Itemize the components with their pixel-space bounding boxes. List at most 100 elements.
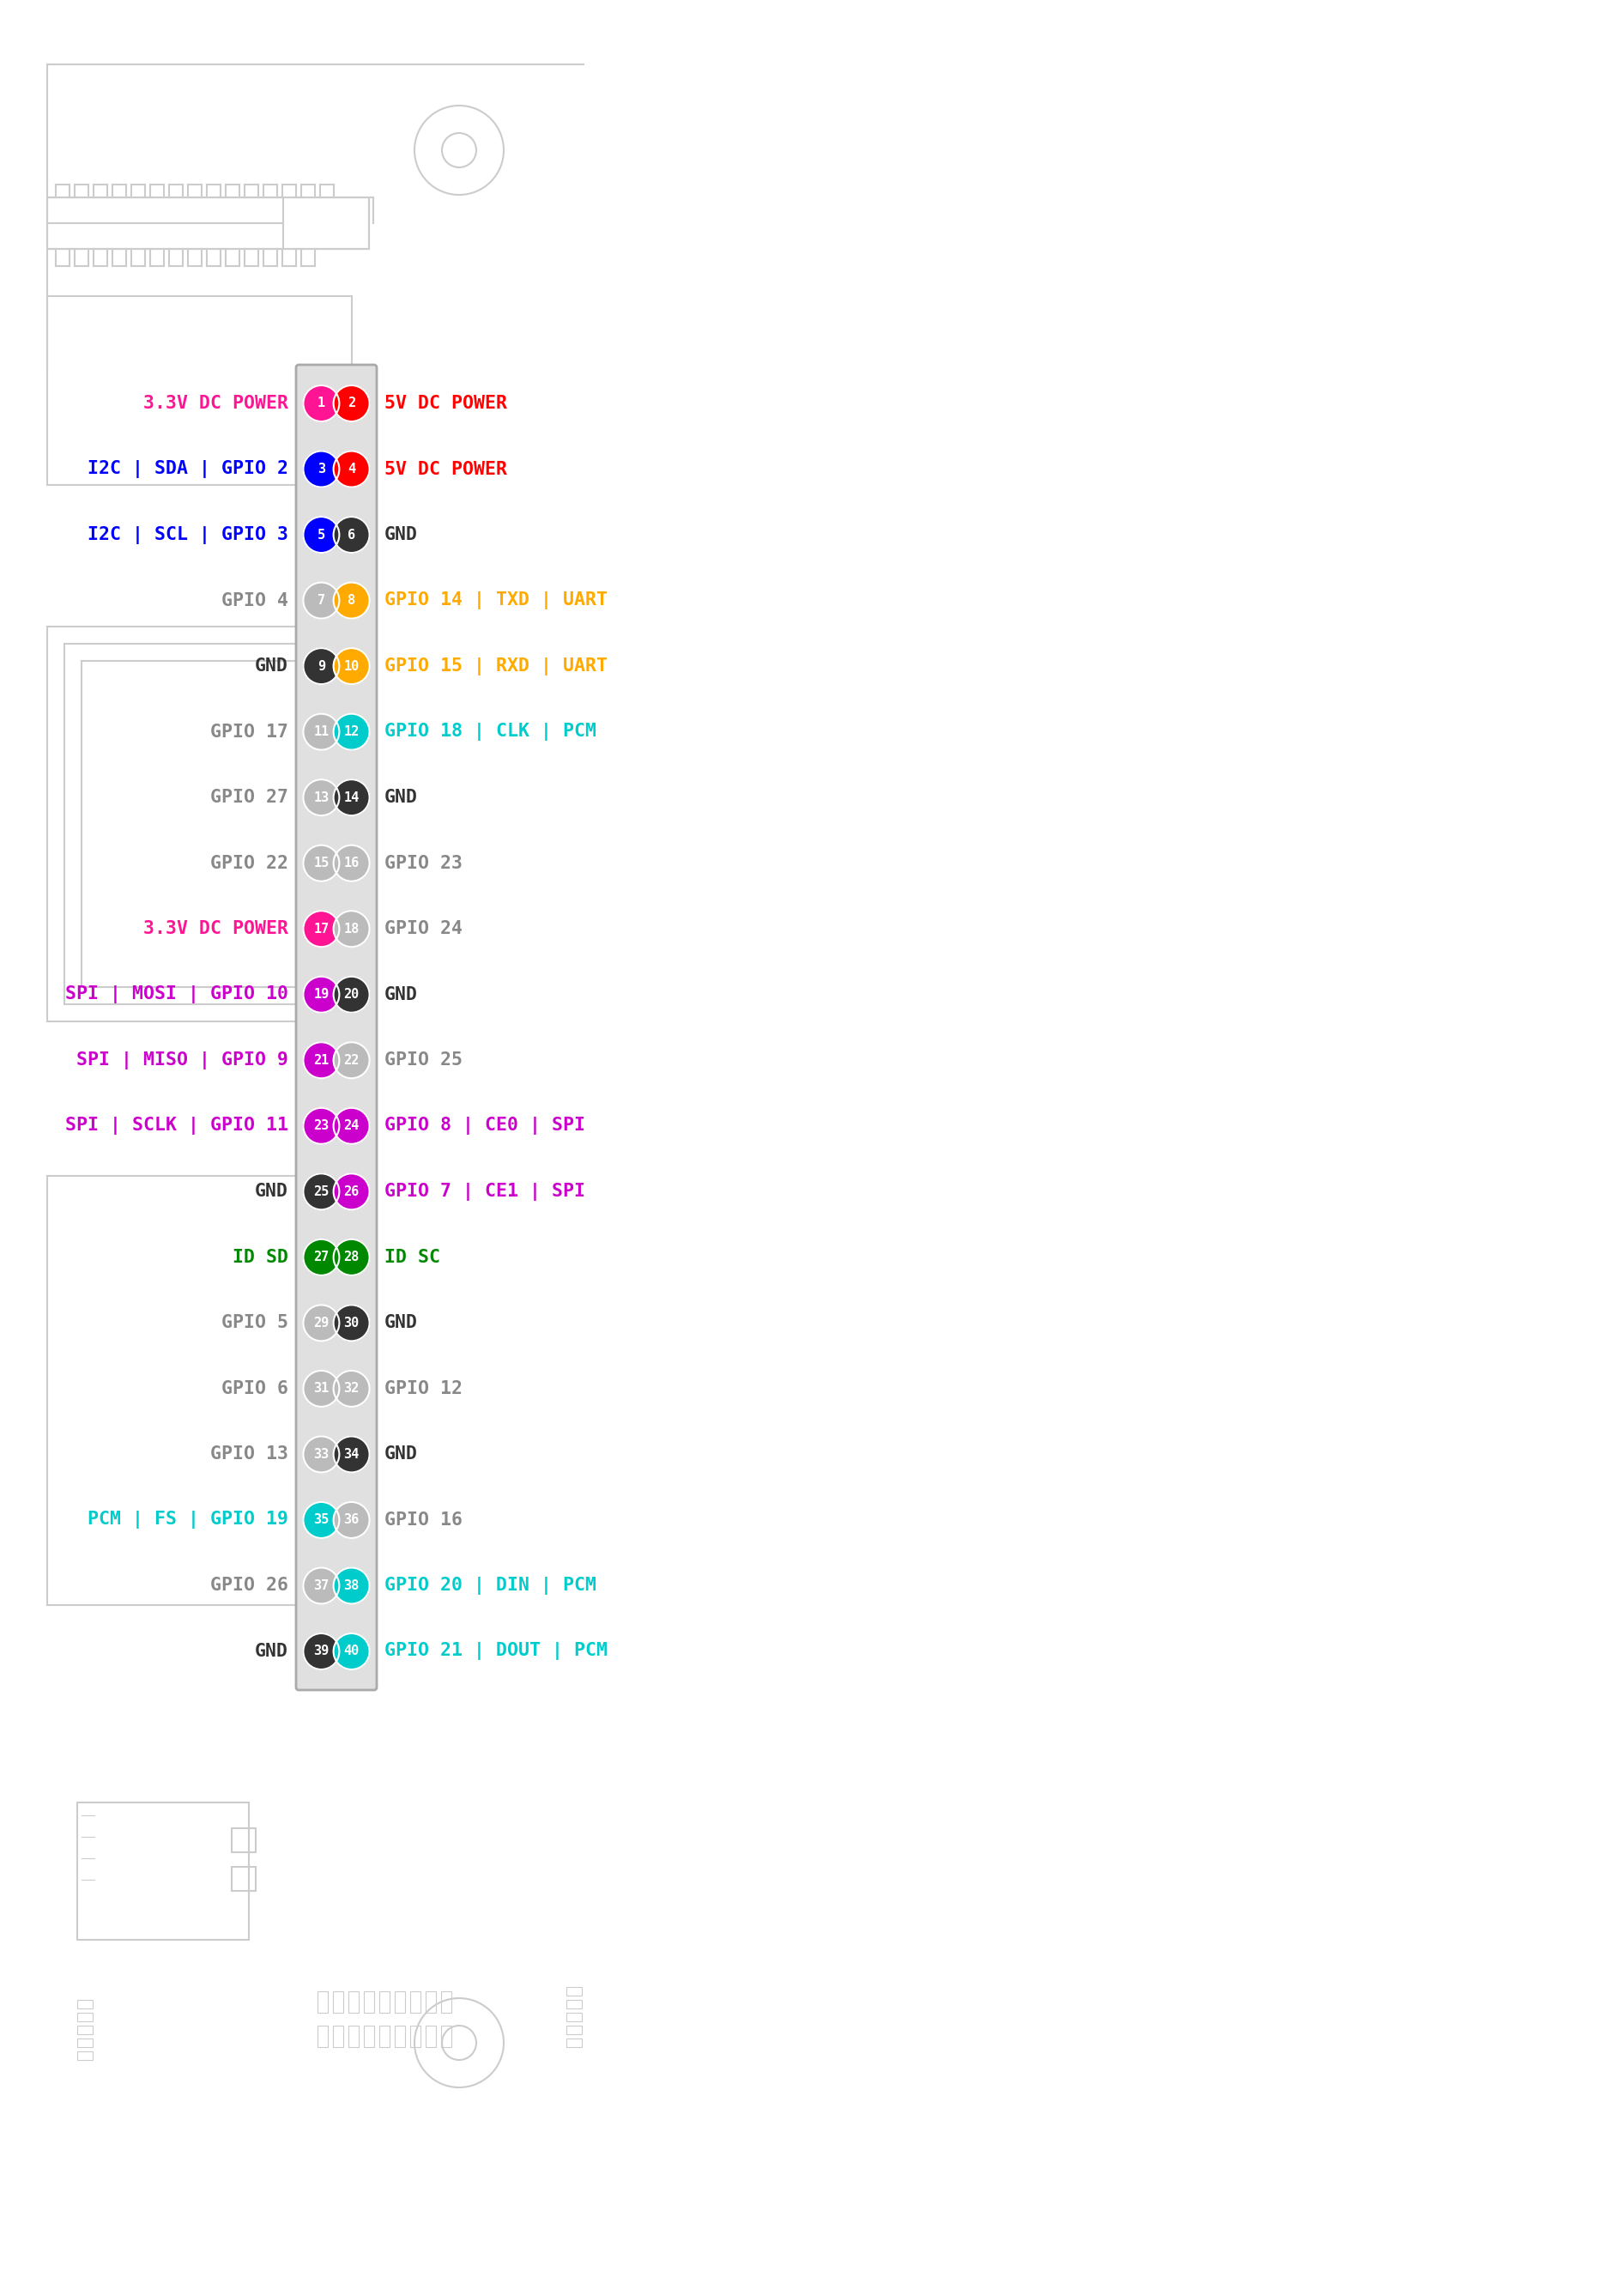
Circle shape <box>302 714 339 751</box>
Text: 39: 39 <box>314 1644 330 1658</box>
Circle shape <box>302 1042 339 1079</box>
Circle shape <box>333 912 370 946</box>
Text: 12: 12 <box>344 726 359 739</box>
Text: 7: 7 <box>317 595 325 606</box>
Text: SPI | MISO | GPIO 9: SPI | MISO | GPIO 9 <box>76 1052 288 1070</box>
Text: 2: 2 <box>348 397 356 411</box>
Text: 31: 31 <box>314 1382 330 1396</box>
Text: 4: 4 <box>348 464 356 475</box>
Circle shape <box>302 583 339 618</box>
Text: GND: GND <box>385 790 418 806</box>
Text: 40: 40 <box>344 1644 359 1658</box>
Text: GPIO 22: GPIO 22 <box>211 854 288 872</box>
Text: 22: 22 <box>344 1054 359 1068</box>
Text: 30: 30 <box>344 1316 359 1329</box>
Circle shape <box>333 1568 370 1603</box>
Circle shape <box>333 1304 370 1341</box>
Circle shape <box>333 517 370 553</box>
Circle shape <box>333 1437 370 1472</box>
Circle shape <box>333 976 370 1013</box>
Circle shape <box>333 1109 370 1143</box>
Circle shape <box>333 1042 370 1079</box>
Circle shape <box>302 1109 339 1143</box>
Text: 21: 21 <box>314 1054 330 1068</box>
Circle shape <box>302 912 339 946</box>
Circle shape <box>302 845 339 882</box>
Text: 3.3V DC POWER: 3.3V DC POWER <box>143 395 288 411</box>
Circle shape <box>302 976 339 1013</box>
Text: 16: 16 <box>344 856 359 870</box>
Circle shape <box>333 1173 370 1210</box>
Text: SPI | SCLK | GPIO 11: SPI | SCLK | GPIO 11 <box>66 1116 288 1134</box>
Text: 17: 17 <box>314 923 330 934</box>
Text: 18: 18 <box>344 923 359 934</box>
Text: 24: 24 <box>344 1120 359 1132</box>
Circle shape <box>302 778 339 815</box>
Circle shape <box>333 1371 370 1407</box>
Text: GPIO 14 | TXD | UART: GPIO 14 | TXD | UART <box>385 592 608 608</box>
Text: 28: 28 <box>344 1251 359 1263</box>
Text: 14: 14 <box>344 792 359 804</box>
Text: GPIO 25: GPIO 25 <box>385 1052 462 1070</box>
Circle shape <box>333 1632 370 1669</box>
Text: 3: 3 <box>317 464 325 475</box>
FancyBboxPatch shape <box>296 365 377 1690</box>
Circle shape <box>302 1173 339 1210</box>
Text: 3.3V DC POWER: 3.3V DC POWER <box>143 921 288 937</box>
Text: 10: 10 <box>344 659 359 673</box>
Text: 29: 29 <box>314 1316 330 1329</box>
Text: 35: 35 <box>314 1513 330 1527</box>
Text: GPIO 17: GPIO 17 <box>211 723 288 739</box>
Circle shape <box>302 450 339 487</box>
Text: 8: 8 <box>348 595 356 606</box>
Circle shape <box>302 1502 339 1538</box>
Circle shape <box>333 386 370 422</box>
Text: 5V DC POWER: 5V DC POWER <box>385 461 507 478</box>
Circle shape <box>302 1568 339 1603</box>
Text: GND: GND <box>254 1644 288 1660</box>
Text: 13: 13 <box>314 792 330 804</box>
Text: GPIO 16: GPIO 16 <box>385 1511 462 1529</box>
Text: GND: GND <box>385 1446 418 1463</box>
Text: 20: 20 <box>344 987 359 1001</box>
Text: 38: 38 <box>344 1580 359 1591</box>
Text: 32: 32 <box>344 1382 359 1396</box>
Text: 6: 6 <box>348 528 356 542</box>
Text: GPIO 21 | DOUT | PCM: GPIO 21 | DOUT | PCM <box>385 1642 608 1660</box>
Text: 37: 37 <box>314 1580 330 1591</box>
Text: ID SC: ID SC <box>385 1249 441 1265</box>
Text: 34: 34 <box>344 1449 359 1460</box>
Text: 33: 33 <box>314 1449 330 1460</box>
Text: GPIO 15 | RXD | UART: GPIO 15 | RXD | UART <box>385 657 608 675</box>
Circle shape <box>302 647 339 684</box>
Text: 5V DC POWER: 5V DC POWER <box>385 395 507 411</box>
Text: 1: 1 <box>317 397 325 411</box>
Text: I2C | SCL | GPIO 3: I2C | SCL | GPIO 3 <box>87 526 288 544</box>
Text: GPIO 4: GPIO 4 <box>222 592 288 608</box>
Text: GND: GND <box>254 1182 288 1201</box>
Text: GND: GND <box>254 657 288 675</box>
Circle shape <box>333 583 370 618</box>
Text: 9: 9 <box>317 659 325 673</box>
Text: GPIO 12: GPIO 12 <box>385 1380 462 1398</box>
Text: I2C | SDA | GPIO 2: I2C | SDA | GPIO 2 <box>87 459 288 478</box>
Circle shape <box>333 778 370 815</box>
Text: GPIO 26: GPIO 26 <box>211 1577 288 1593</box>
Circle shape <box>333 845 370 882</box>
Circle shape <box>333 1502 370 1538</box>
Text: GND: GND <box>385 526 418 544</box>
Text: 11: 11 <box>314 726 330 739</box>
Text: GND: GND <box>385 1313 418 1332</box>
Circle shape <box>302 1240 339 1274</box>
Circle shape <box>333 714 370 751</box>
Text: GPIO 8 | CE0 | SPI: GPIO 8 | CE0 | SPI <box>385 1116 586 1134</box>
Text: GPIO 7 | CE1 | SPI: GPIO 7 | CE1 | SPI <box>385 1182 586 1201</box>
Text: GPIO 23: GPIO 23 <box>385 854 462 872</box>
Text: GPIO 5: GPIO 5 <box>222 1313 288 1332</box>
Circle shape <box>333 450 370 487</box>
Text: GPIO 20 | DIN | PCM: GPIO 20 | DIN | PCM <box>385 1577 597 1596</box>
Circle shape <box>302 1437 339 1472</box>
Text: 5: 5 <box>317 528 325 542</box>
Circle shape <box>302 1304 339 1341</box>
Circle shape <box>302 1632 339 1669</box>
